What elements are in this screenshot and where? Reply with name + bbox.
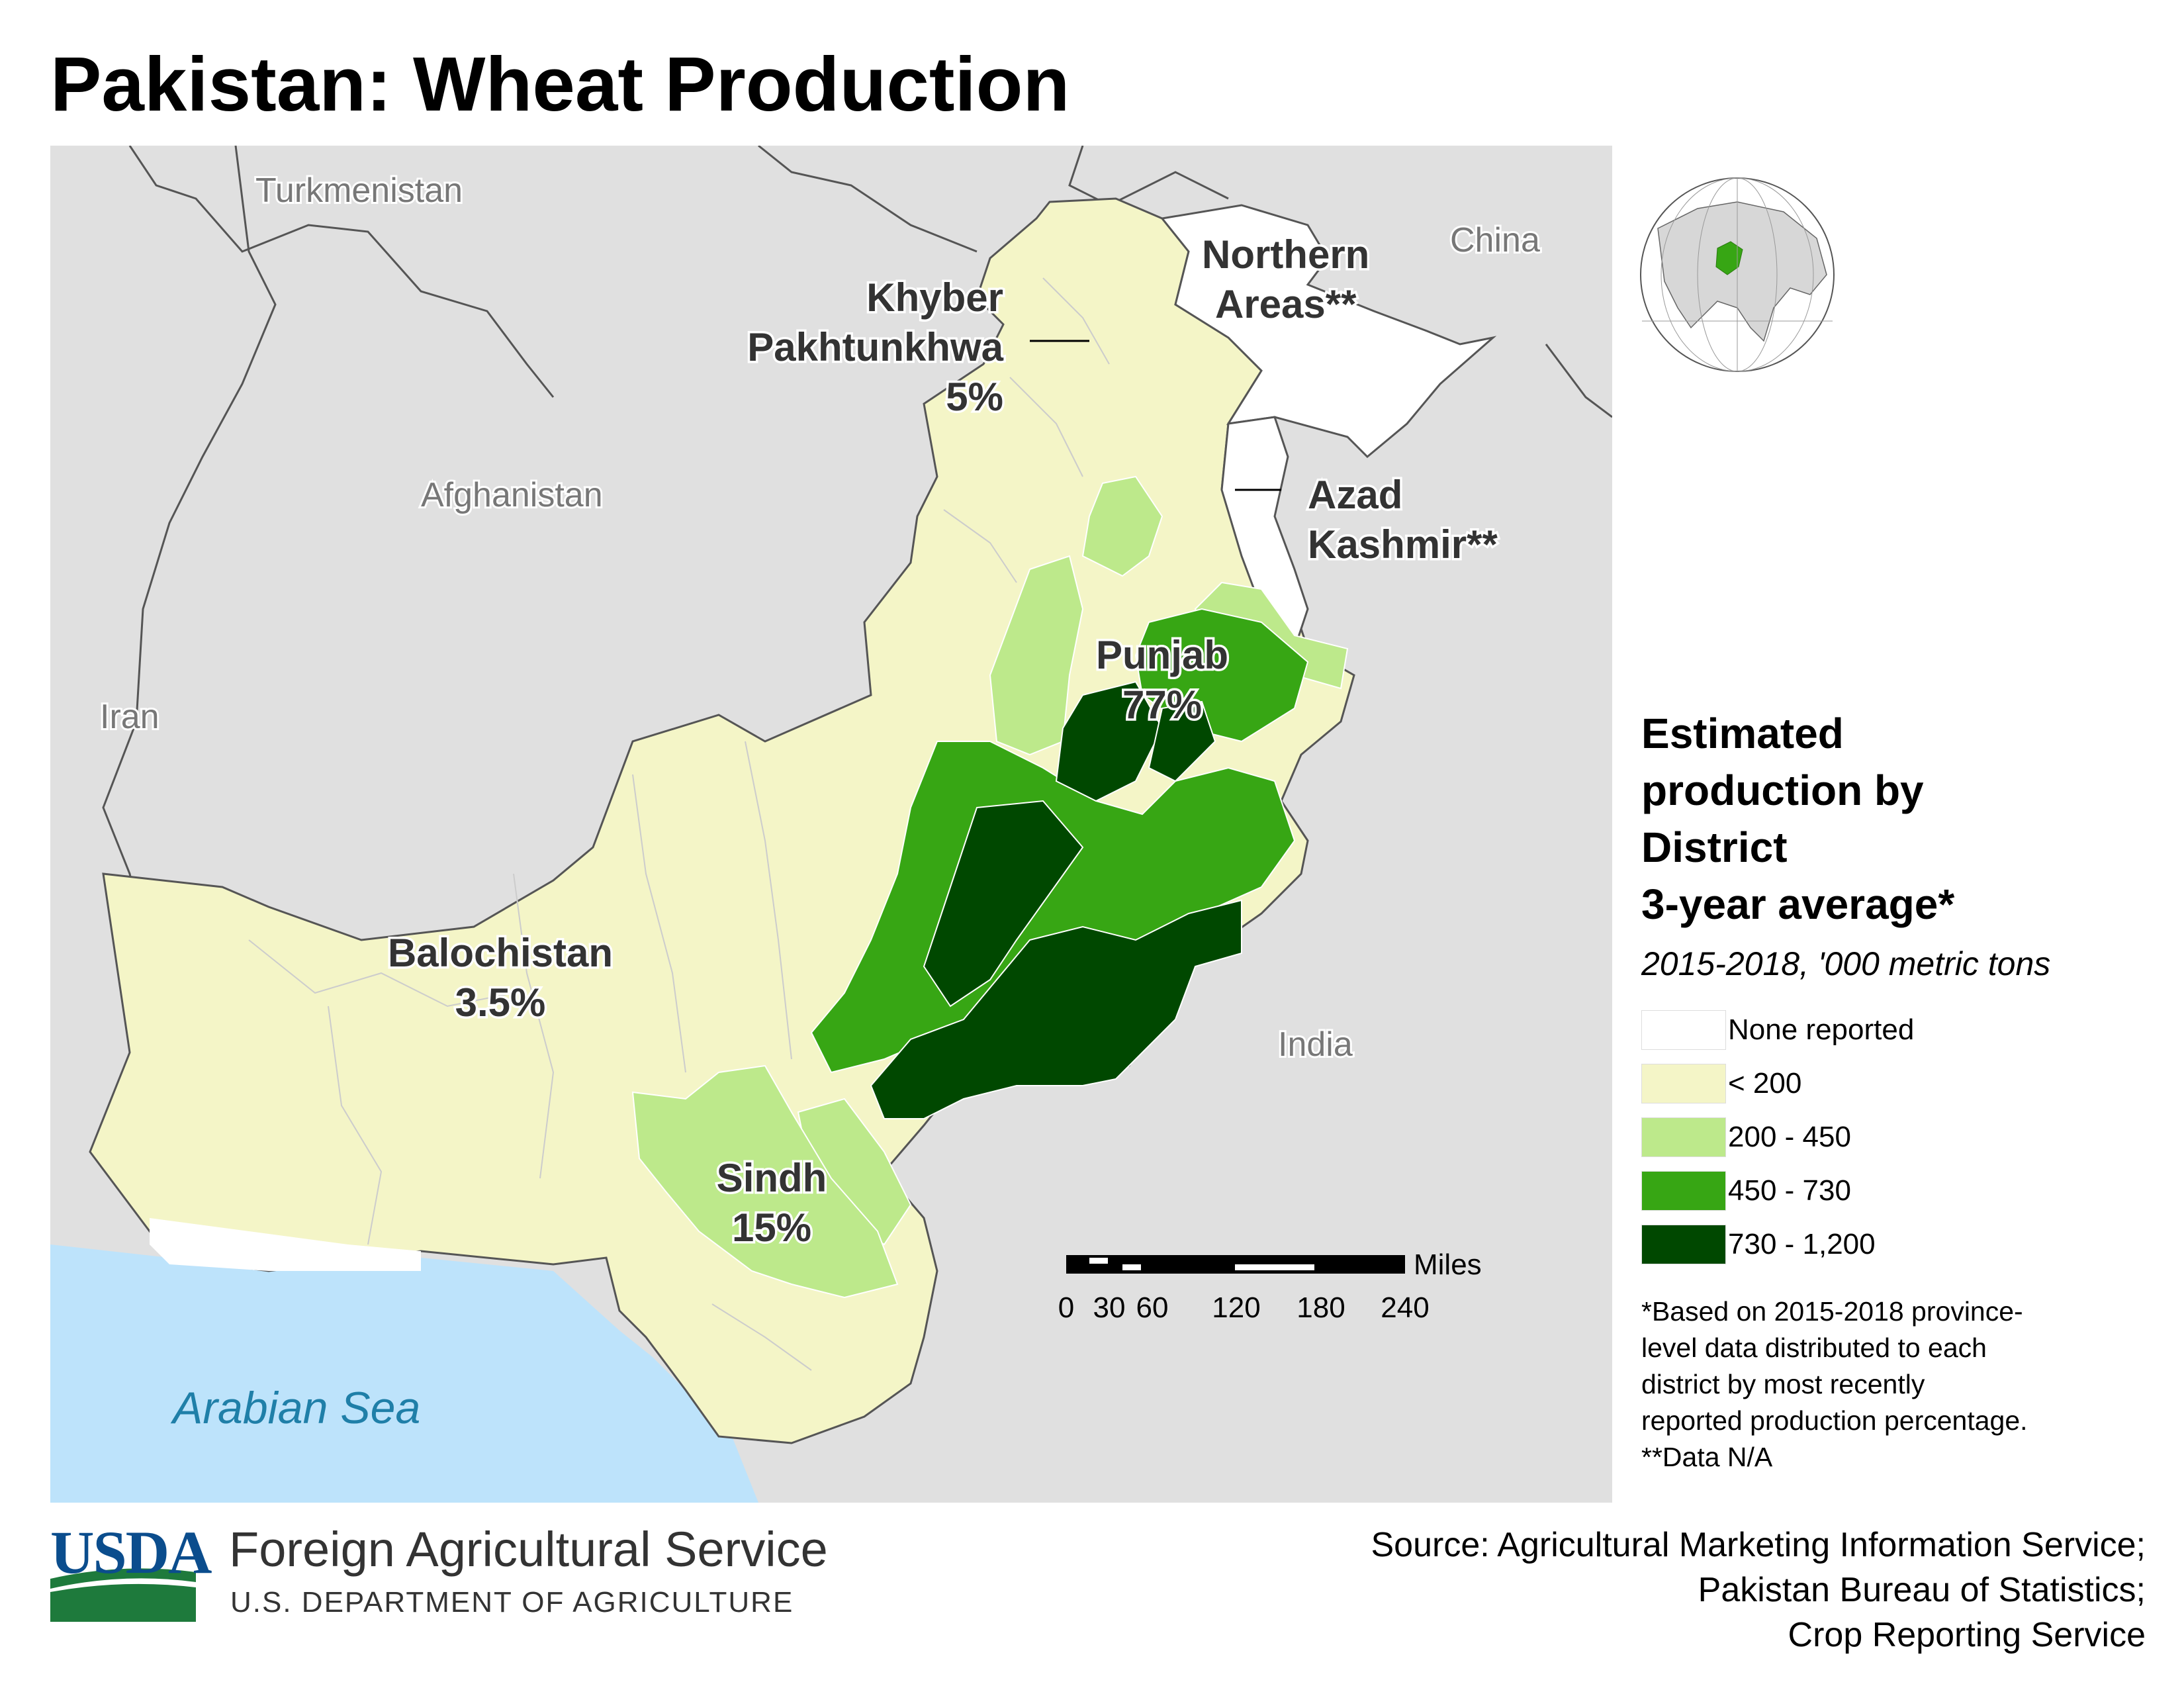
source-credit: Source: Agricultural Marketing Informati…: [1371, 1523, 2146, 1658]
agency-name: Foreign Agricultural Service: [229, 1522, 828, 1577]
locator-globe-map: [1640, 177, 1835, 372]
label-khyber-2: Pakhtunkhwa: [747, 325, 1003, 369]
department-name: U.S. DEPARTMENT OF AGRICULTURE: [230, 1586, 794, 1618]
label-india: India: [1278, 1025, 1353, 1064]
legend-item-450-730: 450 - 730: [1641, 1164, 2171, 1217]
legend-label: 730 - 1,200: [1728, 1227, 1876, 1260]
arabian-sea: [50, 1244, 758, 1503]
label-iran: Iran: [100, 698, 159, 736]
choropleth-map: Turkmenistan Afghanistan Iran China Indi…: [50, 146, 1612, 1503]
legend-title-line: production by: [1641, 767, 1924, 814]
label-azad-2: Kashmir**: [1308, 522, 1498, 567]
azad-kashmir: [1220, 416, 1309, 651]
legend-swatch: [1641, 1117, 1726, 1157]
scale-tick-240: 240: [1381, 1291, 1429, 1324]
scale-tick-30: 30: [1093, 1291, 1126, 1324]
legend-item-730-1200: 730 - 1,200: [1641, 1217, 2171, 1271]
legend-title-line: 3-year average*: [1641, 880, 1955, 928]
label-khyber-share: 5%: [946, 375, 1003, 419]
page-title: Pakistan: Wheat Production: [50, 41, 1070, 127]
usda-logo: [50, 1568, 196, 1622]
label-punjab-share: 77%: [1122, 682, 1202, 727]
legend-label: None reported: [1728, 1013, 1915, 1046]
scale-bar: Miles 0 30 60 120 180 240: [1058, 1248, 1482, 1324]
legend-swatch: [1641, 1224, 1726, 1264]
neighbor-borders: [102, 146, 1612, 961]
legend-label: < 200: [1728, 1066, 1802, 1100]
label-china: China: [1450, 221, 1540, 259]
district-borders: [248, 277, 1110, 1371]
leader-lines: [1030, 340, 1281, 491]
legend-swatch: [1641, 1009, 1726, 1050]
footnote-line: reported production percentage.: [1641, 1405, 2028, 1436]
scale-tick-180: 180: [1297, 1291, 1345, 1324]
legend-subtitle: 2015-2018, '000 metric tons: [1641, 945, 2051, 982]
legend-footnote: *Based on 2015-2018 province- level data…: [1641, 1293, 2171, 1476]
label-khyber-1: Khyber: [866, 275, 1003, 320]
legend-item-200-450: 200 - 450: [1641, 1110, 2171, 1164]
source-line: Pakistan Bureau of Statistics;: [1698, 1571, 2146, 1609]
scale-tick-120: 120: [1212, 1291, 1260, 1324]
coastal-no-data: [150, 1218, 421, 1271]
legend-label: 200 - 450: [1728, 1120, 1851, 1153]
source-line: Crop Reporting Service: [1788, 1616, 2146, 1654]
label-northern-2: Areas**: [1215, 282, 1357, 326]
scale-tick-0: 0: [1058, 1291, 1074, 1324]
label-balochistan-share: 3.5%: [455, 980, 546, 1025]
scale-unit: Miles: [1414, 1248, 1482, 1281]
label-afghanistan: Afghanistan: [421, 476, 603, 514]
label-sindh: Sindh: [717, 1156, 827, 1200]
label-arabian-sea: Arabian Sea: [170, 1383, 420, 1433]
label-turkmenistan: Turkmenistan: [255, 171, 463, 210]
legend-title-line: District: [1641, 823, 1788, 871]
source-line: Source: Agricultural Marketing Informati…: [1371, 1526, 2146, 1564]
legend-swatch: [1641, 1170, 1726, 1211]
districts-200-450: [631, 475, 1349, 1299]
legend-item-none: None reported: [1641, 1003, 2171, 1056]
legend-title: Estimated production by District 3-year …: [1641, 705, 2171, 933]
northern-areas: [1160, 204, 1497, 459]
label-punjab: Punjab: [1096, 633, 1228, 677]
legend: Estimated production by District 3-year …: [1641, 705, 2171, 1476]
label-sindh-share: 15%: [732, 1205, 811, 1250]
footnote-line: district by most recently: [1641, 1369, 1925, 1399]
legend-item-lt-200: < 200: [1641, 1056, 2171, 1110]
legend-title-line: Estimated: [1641, 710, 1844, 757]
districts-730-1200: [870, 680, 1242, 1119]
footnote-line: *Based on 2015-2018 province-: [1641, 1296, 2023, 1327]
legend-swatch: [1641, 1063, 1726, 1103]
footnote-line: **Data N/A: [1641, 1442, 1773, 1472]
footnote-line: level data distributed to each: [1641, 1333, 1987, 1363]
scale-tick-60: 60: [1136, 1291, 1169, 1324]
legend-label: 450 - 730: [1728, 1174, 1851, 1207]
label-balochistan: Balochistan: [388, 931, 613, 975]
usda-logo-text: USDA: [50, 1519, 212, 1586]
label-northern-1: Northern: [1202, 232, 1369, 277]
label-azad-1: Azad: [1308, 473, 1402, 517]
